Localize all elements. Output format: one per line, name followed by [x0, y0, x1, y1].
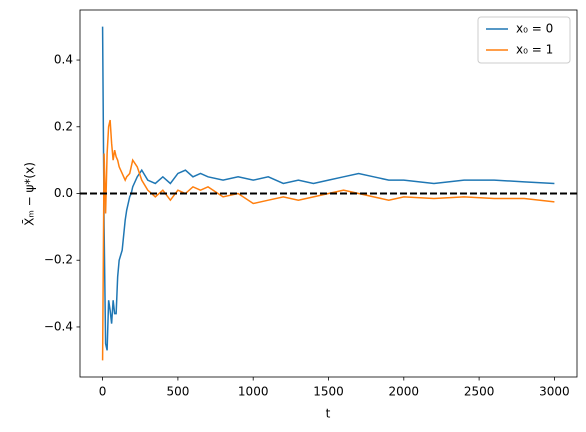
x-tick-label: 3000 [539, 385, 570, 399]
y-tick-label: 0.0 [54, 186, 73, 200]
line-series [101, 26, 555, 351]
x-tick-label: 1500 [313, 385, 344, 399]
plot-frame [79, 9, 578, 378]
x-tick-label: 2000 [389, 385, 420, 399]
x-axis-label: t [326, 407, 331, 421]
y-tick-label: −0.2 [44, 253, 73, 267]
x-tick-label: 2500 [464, 385, 495, 399]
legend-label: x₀ = 0 [516, 22, 553, 36]
x-tick-label: 0 [99, 385, 107, 399]
y-tick-label: −0.4 [44, 319, 73, 333]
y-tick-label: 0.4 [54, 53, 73, 67]
y-axis-label: X̄ₘ − ψ*(x) [22, 162, 36, 226]
line-series [101, 119, 555, 361]
x-tick-label: 1000 [238, 385, 269, 399]
x-tick-label: 500 [166, 385, 189, 399]
legend-label: x₀ = 1 [516, 43, 553, 57]
y-tick-label: 0.2 [54, 119, 73, 133]
